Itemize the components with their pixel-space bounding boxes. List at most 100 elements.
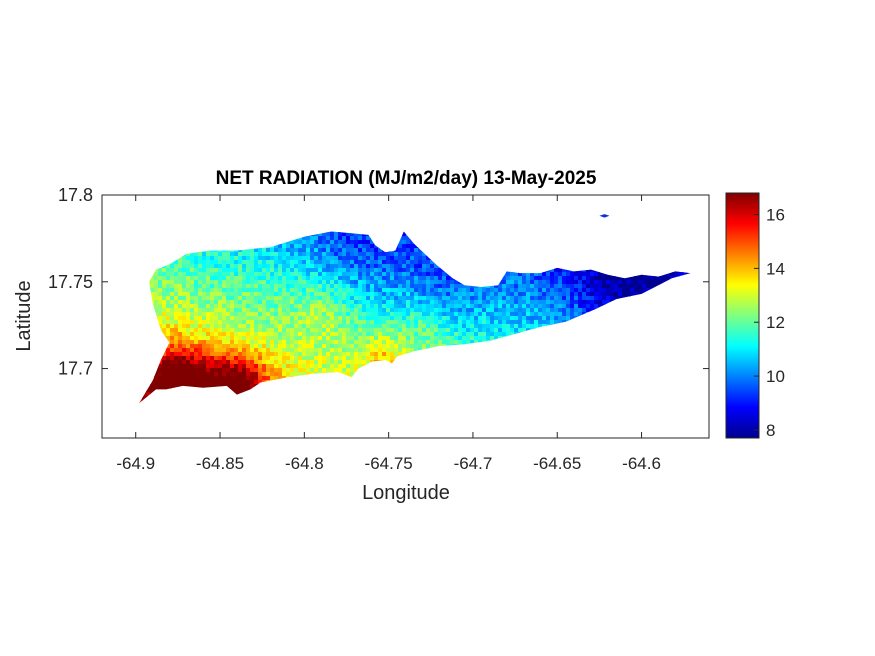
heat-cell [430, 340, 435, 345]
heat-cell [454, 296, 459, 301]
heat-cell [482, 304, 487, 309]
heat-cell [198, 344, 203, 349]
heat-cell [254, 336, 259, 341]
heat-cell [458, 324, 463, 329]
heat-cell [218, 276, 223, 281]
heat-cell [382, 292, 387, 297]
heat-cell [166, 344, 171, 349]
heat-cell [302, 304, 307, 309]
heat-cell [502, 284, 507, 289]
heat-cell [218, 364, 223, 369]
heat-cell [250, 256, 255, 261]
heat-cell [230, 308, 235, 313]
heat-cell [494, 316, 499, 321]
heat-cell [502, 296, 507, 301]
heat-cell [310, 260, 315, 265]
heat-cell [358, 360, 363, 365]
heat-cell [182, 352, 187, 357]
heat-cell [358, 308, 363, 313]
heat-cell [139, 400, 143, 404]
heat-cell [358, 352, 363, 357]
heat-cell [378, 304, 383, 309]
heat-cell [526, 312, 531, 317]
heat-cell [354, 236, 359, 241]
heat-cell [274, 292, 279, 297]
heat-cell [258, 312, 263, 317]
heat-cell [230, 336, 235, 341]
heat-cell [250, 304, 255, 309]
heat-cell [362, 252, 367, 257]
heat-cell [310, 360, 315, 365]
heat-cell [290, 276, 295, 281]
heat-cell [406, 240, 411, 245]
heat-cell [342, 332, 347, 337]
heat-cell [314, 248, 319, 253]
heat-cell [422, 268, 427, 273]
heat-cell [326, 364, 331, 369]
heat-cell [234, 356, 239, 361]
heat-cell [490, 320, 495, 325]
heat-cell [446, 292, 451, 297]
heat-cell [194, 304, 199, 309]
heat-cell [330, 232, 335, 237]
heat-cell [178, 344, 183, 349]
heat-cell [206, 316, 211, 321]
heat-cell [226, 340, 231, 345]
heat-cell [182, 280, 187, 285]
heat-cell [198, 268, 203, 273]
heat-cell [230, 344, 235, 349]
heat-cell [370, 348, 375, 353]
heat-cell [322, 252, 327, 257]
heat-cell [322, 308, 327, 313]
heat-cell [410, 300, 415, 305]
heat-cell [306, 296, 311, 301]
heat-cell [246, 284, 251, 289]
heat-cell [502, 292, 507, 297]
heat-cell [474, 288, 479, 293]
heat-cell [202, 304, 207, 309]
heat-cell [350, 316, 355, 321]
heat-cell [506, 276, 511, 281]
heat-cell [258, 368, 263, 373]
heat-cell [466, 312, 471, 317]
heat-cell [202, 344, 207, 349]
heat-cell [438, 308, 443, 313]
heat-cell [414, 284, 419, 289]
heat-cell [358, 244, 363, 249]
heat-cell [314, 352, 319, 357]
heat-cell [270, 292, 275, 297]
heat-cell [446, 304, 451, 309]
heat-cell [218, 360, 223, 365]
heat-cell [482, 336, 487, 341]
heat-cell [202, 280, 207, 285]
heat-cell [386, 344, 391, 349]
heat-cell [266, 260, 271, 265]
heat-cell [218, 300, 223, 305]
heat-cell [254, 276, 259, 281]
heat-cell [382, 280, 387, 285]
heat-cell [474, 320, 479, 325]
heat-cell [442, 316, 447, 321]
heat-cell [354, 340, 359, 345]
heat-cell [322, 312, 327, 317]
heat-cell [482, 312, 487, 317]
heat-cell [374, 344, 379, 349]
heat-cell [206, 308, 211, 313]
heat-cell [378, 284, 383, 289]
heat-cell [270, 296, 275, 301]
heat-cell [286, 256, 291, 261]
heat-cell [314, 268, 319, 273]
heat-cell [354, 352, 359, 357]
heat-cell [162, 304, 167, 309]
heat-cell [238, 316, 243, 321]
heat-cell [346, 280, 351, 285]
heat-cell [226, 344, 231, 349]
heat-cell [314, 328, 319, 333]
heat-cell [294, 240, 299, 245]
heat-cell [294, 356, 299, 361]
heat-cell [198, 368, 203, 373]
heat-cell [162, 328, 167, 333]
heat-cell [282, 336, 287, 341]
heat-cell [182, 304, 187, 309]
heat-cell [326, 268, 331, 273]
